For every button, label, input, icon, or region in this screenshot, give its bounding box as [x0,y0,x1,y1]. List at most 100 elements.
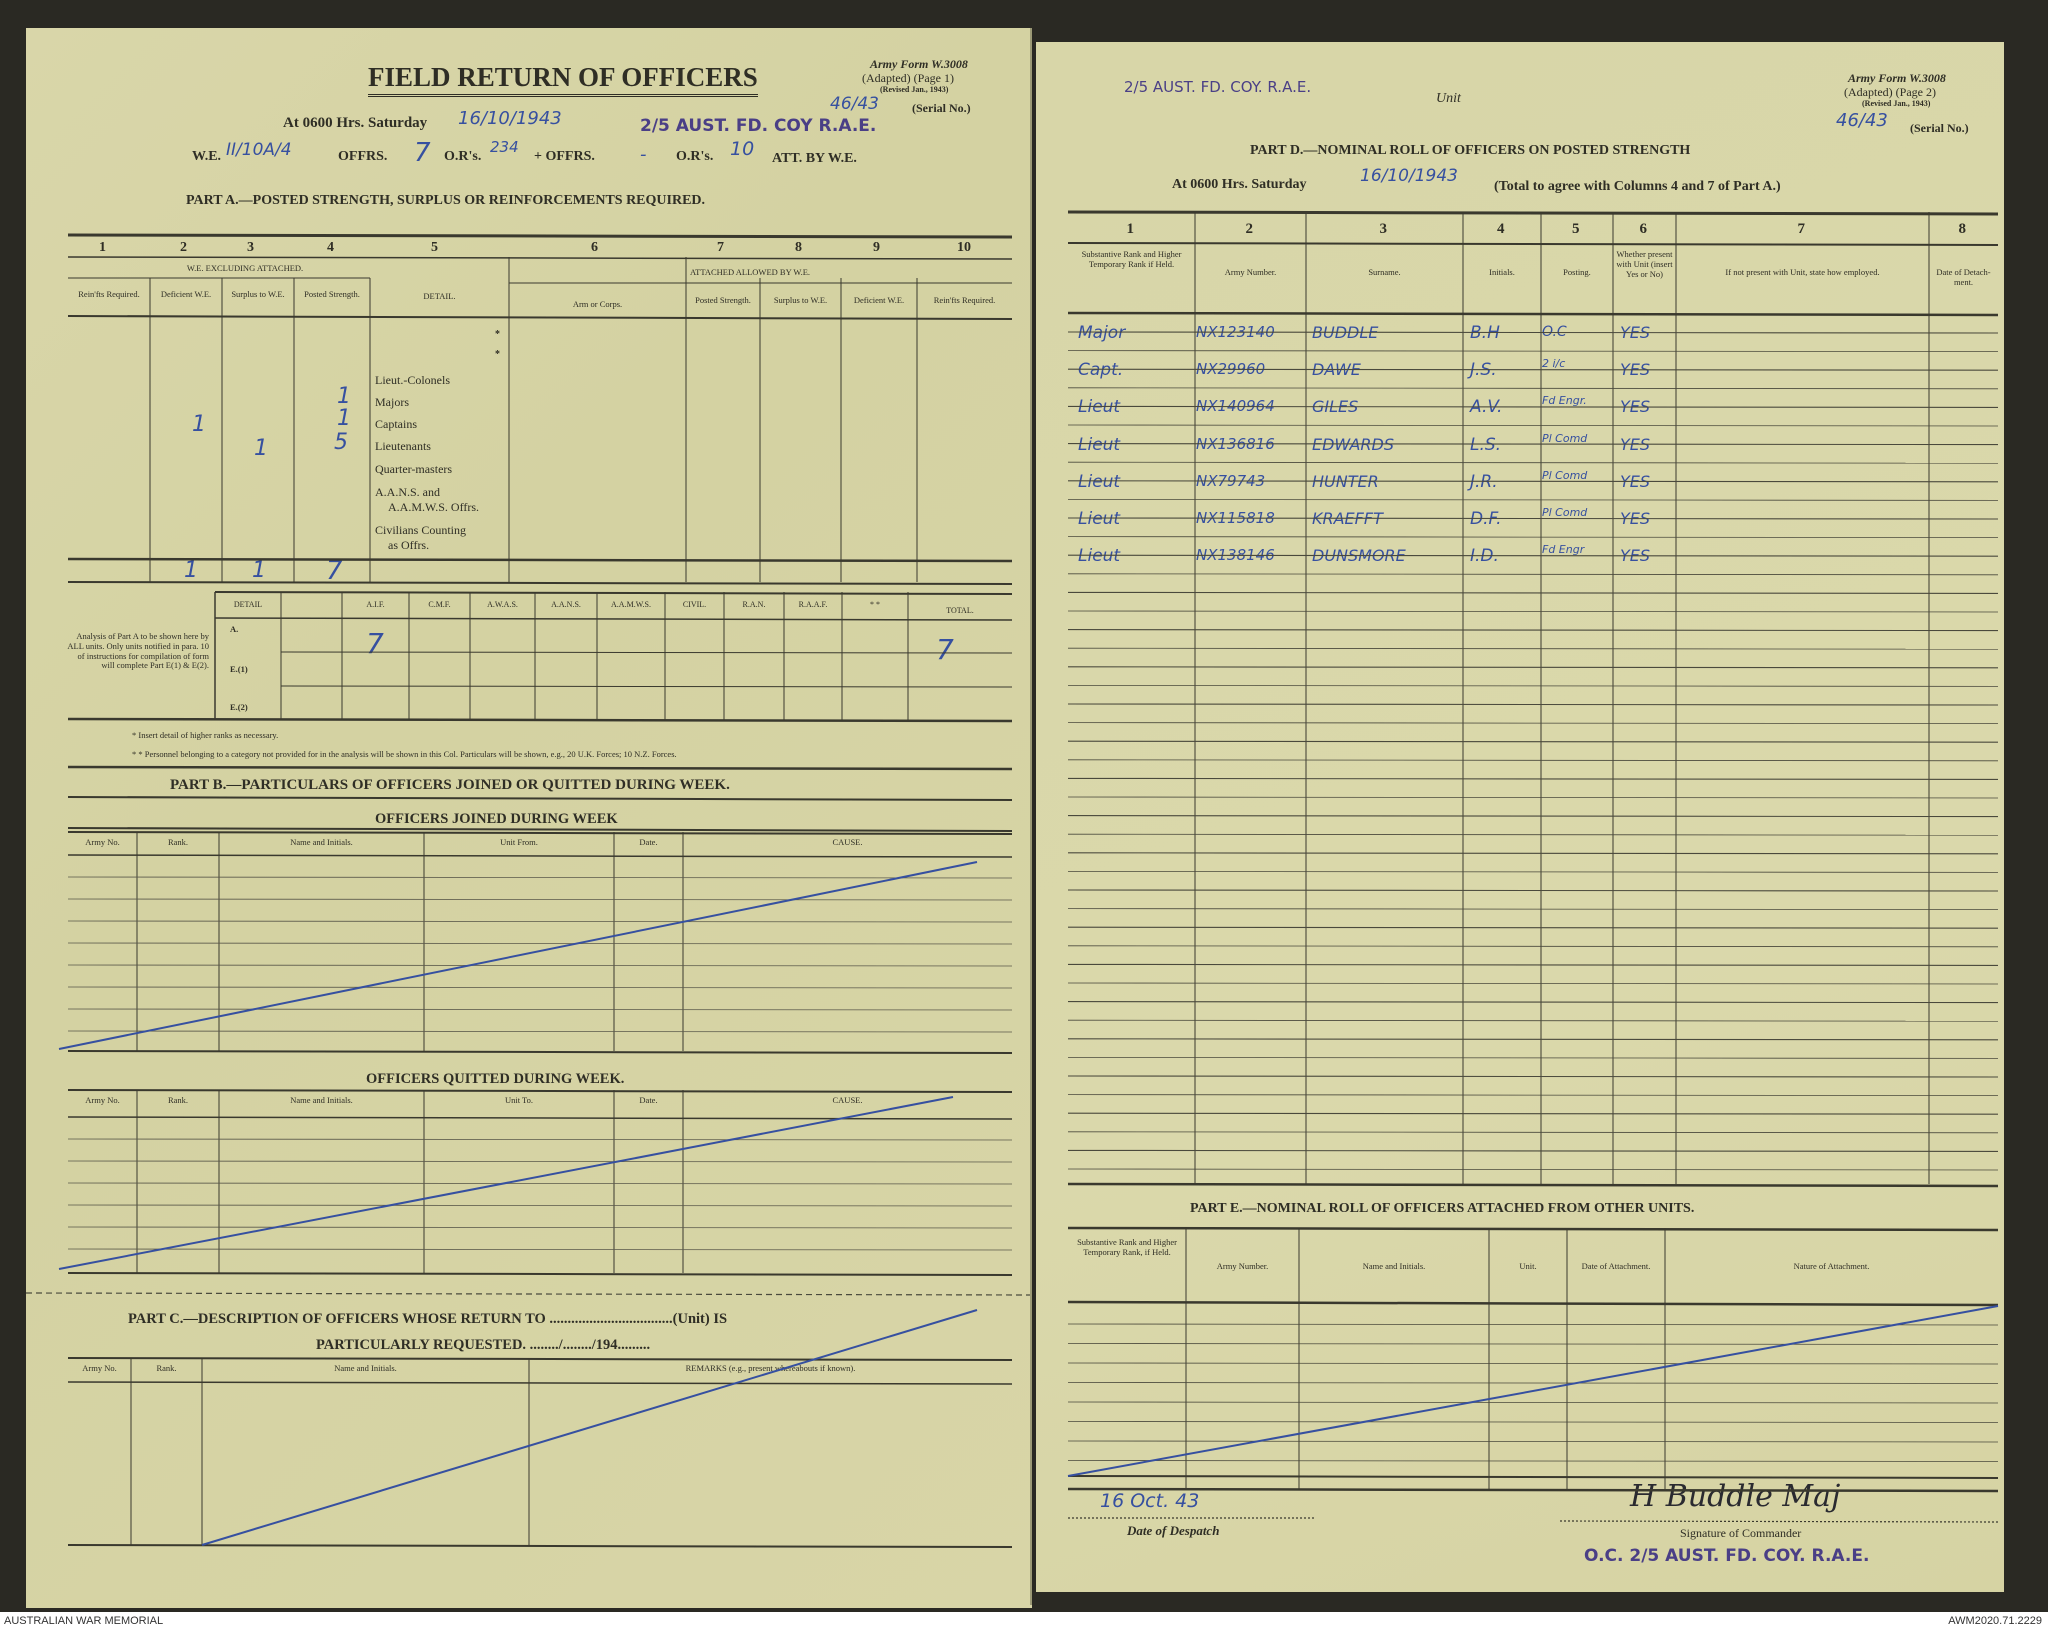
unit-stamp: 2/5 AUST. FD. COY R.A.E. [640,116,877,136]
footer-accession-number: AWM2020.71.2229 [1948,1615,2042,1627]
we-label: W.E. [192,149,222,164]
column-header: Army Number. [1224,267,1277,277]
roll-posting: O.C [1542,324,1567,340]
column-number: 8 [1958,221,1967,237]
army-form-label-2: Army Form W.3008 [1848,71,1946,85]
roll-initials: D.F. [1470,509,1502,529]
oc-stamp: O.C. 2/5 AUST. FD. COY. R.A.E. [1584,1546,1870,1566]
roll-initials: A.V. [1470,397,1503,418]
roll-posting: Pl Comd [1542,468,1588,482]
column-number: 3 [1379,221,1388,237]
roll-surname: DAWE [1312,360,1361,380]
majors-posted: 1 [337,384,351,409]
group-attached-allowed: ATTACHED ALLOWED BY W.E. [689,267,811,277]
roll-number: NX136816 [1196,434,1275,453]
column-header: Surname. [1368,267,1401,277]
detail-row-label: Lieutenants [375,439,431,453]
ors-value: 234 [490,138,519,156]
asterisk: * [495,349,500,360]
plus-offrs-label: + OFFRS. [534,149,595,164]
quitted-heading: OFFICERS QUITTED DURING WEEK. [366,1071,625,1087]
column-header: Date of Attachment. [1581,1261,1651,1271]
column-header: Rein'fts Required. [78,289,140,299]
roll-rank: Lieut [1078,471,1121,492]
column-header: If not present with Unit, state how empl… [1725,267,1880,277]
roll-number: NX138146 [1196,546,1275,565]
column-number: 10 [957,240,971,255]
column-number: 4 [327,240,334,255]
roll-initials: I.D. [1470,546,1499,567]
detail-row-label: Lieut.-Colonels [375,373,450,387]
offrs-label: OFFRS. [338,149,388,164]
roll-initials: L.S. [1470,434,1502,455]
column-header: Surplus to W.E. [773,295,828,305]
column-number: 8 [795,240,802,255]
analysis-header: CIVIL. [682,600,707,609]
column-header: Rank. [167,837,189,847]
at-hrs-label-2: At 0600 Hrs. Saturday [1172,177,1307,192]
column-number: 2 [1245,221,1254,237]
signature-text: H Buddle Maj [1630,1479,1841,1514]
roll-surname: KRAEFFT [1312,509,1383,528]
footnote-2: * * Personnel belonging to a category no… [132,749,677,759]
detail-row-label: A.A.M.W.S. Offrs. [388,500,480,514]
roll-initials: J.R. [1470,471,1498,492]
column-header: Posting. [1563,267,1591,277]
detail-row-label: Civilians Counting [375,523,467,537]
column-number: 1 [1126,221,1135,237]
serial-label: (Serial No.) [912,101,971,115]
roll-posting: 2 i/c [1542,357,1566,371]
unit-label: Unit [1436,91,1461,106]
roll-number: NX79743 [1196,471,1266,490]
footer-credit: AUSTRALIAN WAR MEMORIAL [4,1615,164,1627]
ors-label: O.R's. [444,149,482,164]
detail-row-label: A.A.N.S. and [375,485,440,499]
surplus-value: 1 [254,436,268,461]
column-number: 6 [591,240,598,255]
column-header: Deficient W.E. [853,295,905,305]
part-c-line2: PARTICULARLY REQUESTED. ......../.......… [316,1337,651,1353]
roll-present: YES [1620,323,1651,342]
column-header: Substantive Rank and Higher Temporary Ra… [1081,249,1182,269]
part-d-heading: PART D.—NOMINAL ROLL OF OFFICERS ON POST… [1250,143,1691,158]
signature-label: Signature of Commander [1680,1526,1802,1540]
total-note: (Total to agree with Columns 4 and 7 of … [1494,179,1781,194]
roll-rank: Lieut [1078,546,1121,567]
roll-number: NX115818 [1196,509,1275,527]
roll-present: YES [1620,471,1651,491]
column-number: 6 [1639,221,1648,237]
analysis-row-label: E.(1) [230,664,248,674]
roll-present: YES [1620,546,1651,566]
total-posted: 7 [326,556,343,586]
unit-value: 2/5 AUST. FD. COY. R.A.E. [1124,78,1312,96]
form-title: FIELD RETURN OF OFFICERS [368,64,758,97]
column-number: 9 [873,240,880,255]
roll-surname: BUDDLE [1312,323,1379,342]
joined-heading: OFFICERS JOINED DURING WEEK [375,811,618,827]
roll-surname: HUNTER [1312,471,1379,491]
analysis-header: A.I.F. [366,600,385,609]
column-header: Date. [639,837,658,847]
column-header: Posted Strength. [695,295,751,305]
column-header: Unit To. [504,1095,534,1105]
return-date-2: 16/10/1943 [1360,166,1458,186]
column-header: Deficient W.E. [160,289,212,299]
lieutenants-posted: 5 [334,430,348,455]
roll-present: YES [1620,509,1651,528]
analysis-header: A.A.N.S. [551,600,581,609]
detail-row-label: Quarter-masters [375,462,453,476]
analysis-header: TOTAL. [946,606,974,615]
detail-row-label: Majors [375,395,409,409]
column-header: CAUSE. [832,837,863,847]
column-header: CAUSE. [832,1095,863,1105]
part-e-heading: PART E.—NOMINAL ROLL OF OFFICERS ATTACHE… [1190,1201,1695,1216]
despatch-date: 16 Oct. 43 [1100,1490,1200,1512]
adapted-label-2: (Adapted) (Page 2) [1844,85,1936,99]
roll-rank: Lieut [1078,434,1121,455]
group-excluding-attached: W.E. EXCLUDING ATTACHED. [186,263,304,273]
roll-initials: J.S. [1470,360,1497,381]
column-header: Name and Initials. [290,837,353,847]
column-header: Posted Strength. [304,289,360,299]
column-header: Army No. [85,1095,120,1105]
column-header: Name and Initials. [290,1095,353,1105]
